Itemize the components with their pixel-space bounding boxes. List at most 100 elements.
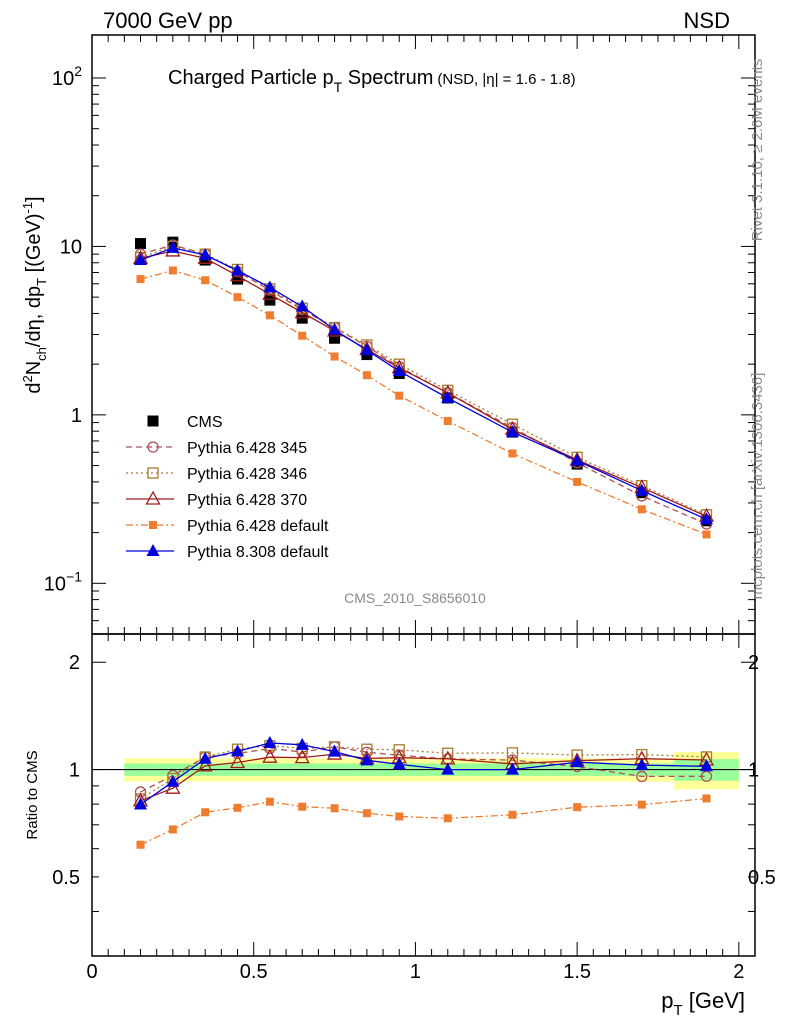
series-5-ratio-point [441,762,455,775]
series-4-ratio-point [395,812,404,821]
series-4-ratio-point [573,803,582,812]
series-5-point [263,280,277,293]
chart-title-tail: Spectrum [342,67,433,89]
legend-marker [149,521,157,529]
x-tick-label: 1 [410,961,421,983]
series-5-point [328,322,342,335]
legend-marker [145,490,161,505]
series-1-ratio-point [134,786,147,798]
series-3-ratio-point [262,748,278,763]
series-4-point [637,505,646,514]
series-4-line [140,269,707,536]
series-5-ratio-point [263,735,277,748]
mcplots-label: mcplots.cern.ch [arXiv:1306.3436] [749,373,766,600]
series-4-point [298,331,307,340]
series-0-point [264,294,276,306]
series-5-ratio-point [635,758,649,771]
series-1-ratio-line [140,746,707,793]
series-5-point [635,483,649,496]
series-5-ratio-point [166,774,180,787]
series-5-ratio-point [392,757,406,770]
series-5-ratio-point [699,759,713,772]
series-4-ratio-point [637,800,646,809]
series-3-point [294,304,310,319]
series-5-point [295,299,309,312]
series-4-ratio-point [702,794,711,803]
series-2-ratio-point [393,744,405,756]
legend-marker [147,441,159,453]
series-0-point [199,254,211,266]
x-tick-label: 2 [733,961,744,983]
series-5-ratio-point [360,753,374,766]
series-0-point [232,273,244,285]
legend-marker [146,544,160,556]
legend-label: Pythia 6.428 default [187,518,329,535]
series-4-ratio-point [136,840,145,849]
legend-marker [147,467,159,479]
series-4-ratio-point [298,802,307,811]
series-4-point [362,371,371,380]
watermark: CMS_2010_S8656010 [344,590,486,606]
y-tick-label: 10 [60,236,82,258]
series-4-ratio-point [443,814,452,823]
series-4-point [702,530,711,539]
series-5-point [134,253,148,266]
series-4-point [330,352,339,361]
x-tick-label: 0 [86,961,97,983]
series-0-point [329,332,341,344]
series-4-ratio [136,794,711,849]
legend-label: Pythia 6.428 370 [187,492,307,509]
series-4-point [573,477,582,486]
series-5-point [166,240,180,253]
series-3-ratio-point [165,779,181,794]
series-4-point [233,293,242,302]
legend-label: Pythia 6.428 346 [187,466,307,483]
series-5-point [392,364,406,377]
series-3-ratio-point [294,749,310,764]
series-4-ratio-point [265,797,274,806]
y-tick-label: 10−1 [44,568,82,595]
series-5-ratio-point [570,755,584,768]
x-axis-label: pT [GeV] [661,988,745,1019]
x-tick-label: 0.5 [240,961,268,983]
legend-marker [147,415,159,427]
series-5-ratio-point [505,762,519,775]
series-5-point [699,512,713,525]
ratio-tick-label: 2 [69,652,80,674]
y-tick-label: 1 [71,405,82,427]
series-5-point [231,263,245,276]
y-tick-label: 102 [52,63,82,90]
series-5-main [134,240,713,525]
ratio-tick-label-right: 0.5 [748,867,776,889]
series-4-ratio-point [362,809,371,818]
series-5-ratio-point [231,744,245,757]
ratio-frame [91,633,756,957]
series-5-ratio-line [140,742,707,806]
series-0-point [135,238,147,250]
y-axis-label: d2Nch/dη, dpT [(GeV)-1] [20,196,49,393]
series-3-ratio-point [197,757,213,772]
main-panel: 102 10 1 10−1 Charged Particle pT Spectrum(… [44,34,756,635]
header-left: 7000 GeV pp [103,8,233,33]
series-4-point [508,449,517,458]
series-5-point [360,343,374,356]
ratio-tick-label: 1 [69,760,80,782]
series-3-ratio-point [229,754,246,769]
x-tick-label: 1.5 [563,961,591,983]
series-5-point [505,425,519,438]
series-5-point [198,247,212,260]
series-5-ratio-point [198,751,212,764]
series-3-point [262,285,278,300]
ratio-tick-label-right: 1 [748,760,759,782]
series-5-ratio [134,735,713,810]
legend-label: Pythia 8.308 default [187,544,329,561]
chart-title-sub: T [334,79,343,95]
series-4-point [168,266,177,275]
series-5-ratio-point [328,744,342,757]
ratio-tick-label-right: 2 [748,652,759,674]
rivet-label: Rivet 3.1.10, ≥ 2.6M events [749,59,766,242]
ratio-panel: 0.5 0.5 1 1 2 2 [52,633,776,957]
chart-title: Charged Particle pT Spectrum (NSD, |η| = … [168,67,576,95]
series-4-point [265,311,274,320]
